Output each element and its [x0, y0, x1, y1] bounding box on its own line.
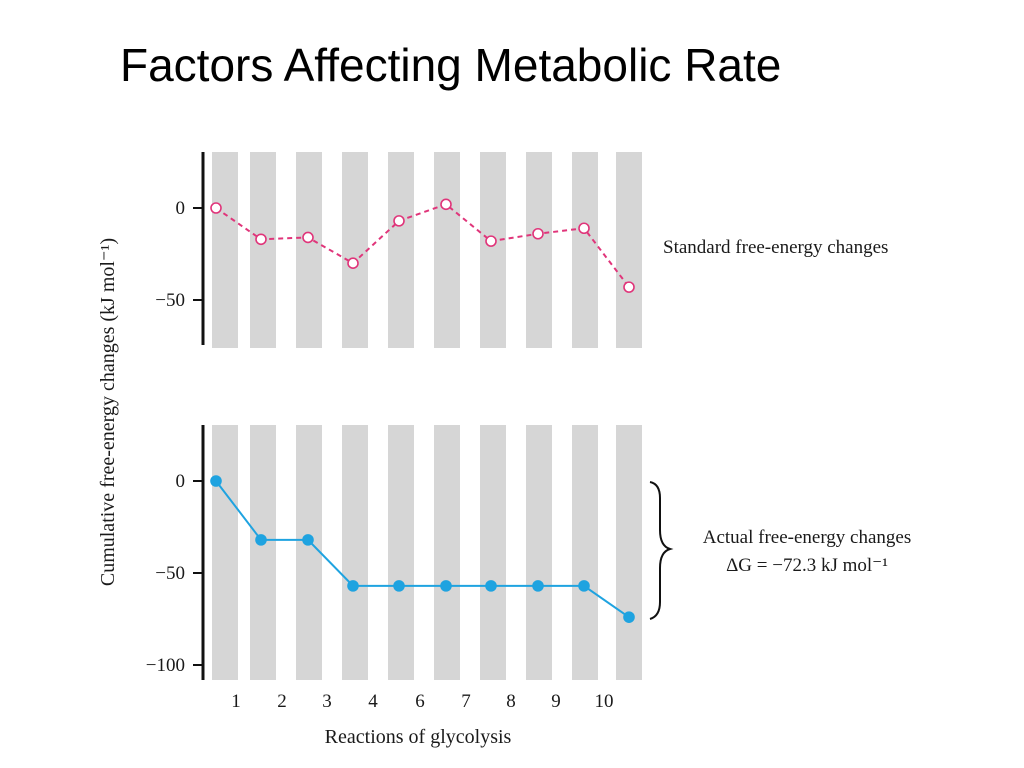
- x-tick-label: 8: [506, 691, 516, 712]
- shaded-column: [616, 425, 642, 680]
- data-point: [485, 580, 497, 592]
- y-tick-label: −50: [155, 290, 185, 311]
- shaded-column: [388, 425, 414, 680]
- shaded-column: [296, 425, 322, 680]
- y-axis-label: Cumulative free-energy changes (kJ mol⁻¹…: [97, 238, 119, 586]
- y-tick-label: −50: [155, 563, 185, 584]
- shaded-column: [250, 425, 276, 680]
- shaded-column: [434, 425, 460, 680]
- labels: Standard free-energy changes Actual free-…: [97, 237, 911, 748]
- data-point: [210, 475, 222, 487]
- data-point: [210, 202, 222, 214]
- data-point: [532, 227, 544, 240]
- delta-g-annotation: ΔG = −72.3 kJ mol⁻¹: [726, 555, 888, 576]
- shaded-column: [480, 425, 506, 680]
- data-point: [623, 281, 635, 293]
- series-line: [215, 203, 630, 288]
- axes: 0 −50 0 −50 −100: [146, 152, 205, 680]
- slide-title: Factors Affecting Metabolic Rate: [120, 39, 782, 91]
- shaded-column: [526, 425, 552, 680]
- data-point: [255, 233, 267, 246]
- shaded-column: [572, 425, 598, 680]
- x-tick-label: 6: [415, 691, 425, 712]
- brace: [649, 481, 674, 620]
- data-point: [440, 580, 452, 592]
- x-tick-label: 7: [461, 691, 471, 712]
- shaded-column: [342, 152, 368, 348]
- shaded-column: [388, 152, 414, 348]
- data-point: [347, 257, 359, 270]
- data-point: [440, 198, 452, 211]
- data-point: [347, 580, 359, 592]
- data-point: [623, 611, 635, 623]
- data-point: [578, 580, 590, 592]
- shaded-column: [250, 152, 276, 348]
- x-tick-label: 1: [231, 691, 241, 712]
- series-line: [215, 480, 630, 618]
- x-tick-label: 4: [368, 691, 378, 712]
- series-label-actual: Actual free-energy changes: [703, 527, 912, 548]
- shaded-column: [212, 425, 238, 680]
- x-tick-label: 3: [322, 691, 332, 712]
- x-tick-label: 2: [277, 691, 287, 712]
- shaded-column: [480, 152, 506, 348]
- data-point: [393, 580, 405, 592]
- shaded-columns: [212, 152, 642, 680]
- x-tick-label: 10: [595, 691, 614, 712]
- data-point: [302, 231, 314, 244]
- shaded-column: [342, 425, 368, 680]
- data-point: [485, 235, 497, 247]
- shaded-column: [526, 152, 552, 348]
- shaded-column: [296, 152, 322, 348]
- y-tick-label: 0: [176, 471, 186, 492]
- x-axis-label: Reactions of glycolysis: [325, 726, 512, 748]
- data-point: [302, 534, 314, 546]
- series: [210, 198, 635, 623]
- x-tick-label: 9: [551, 691, 561, 712]
- y-tick-label: 0: [176, 198, 186, 219]
- data-point: [393, 215, 405, 227]
- shaded-column: [572, 152, 598, 348]
- shaded-column: [434, 152, 460, 348]
- data-point: [255, 534, 267, 546]
- series-label-standard: Standard free-energy changes: [663, 237, 888, 258]
- data-point: [578, 222, 590, 235]
- data-point: [532, 580, 544, 592]
- shaded-column: [212, 152, 238, 348]
- shaded-column: [616, 152, 642, 348]
- y-tick-label: −100: [146, 655, 185, 676]
